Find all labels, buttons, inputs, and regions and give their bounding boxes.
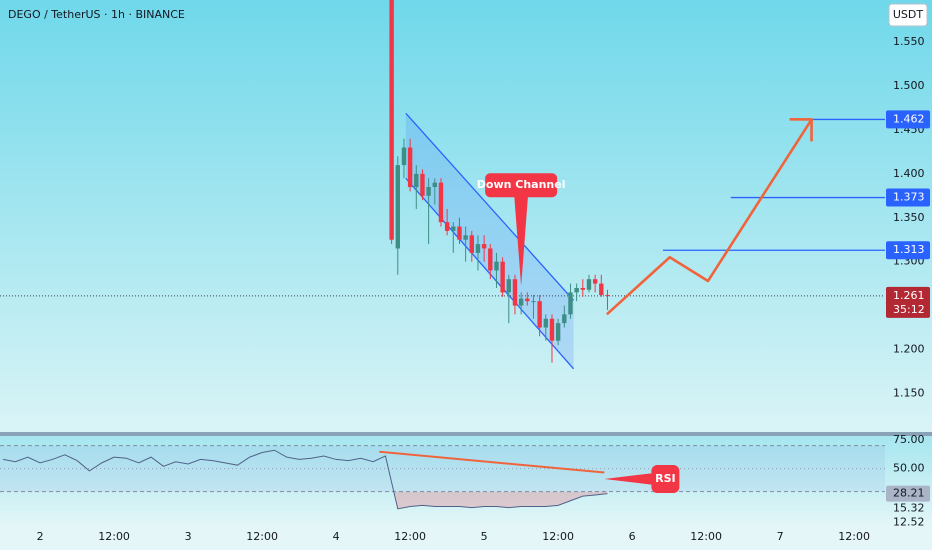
y-tick-label: 1.150: [893, 386, 925, 399]
candle-body: [599, 283, 604, 296]
rsi-value-box: [886, 485, 930, 502]
rsi-divergence: [379, 450, 605, 474]
callout-pointer: [604, 472, 655, 485]
rsi-extra-label: 12.52: [893, 515, 925, 528]
time-axis: [0, 525, 932, 550]
candle-body: [562, 314, 567, 324]
y-tick-label: 1.550: [893, 35, 925, 48]
channel-upper: [405, 112, 575, 301]
x-tick-label: 12:00: [98, 530, 130, 543]
last-price-box: [886, 286, 930, 318]
rsi-value-label: 28.21: [893, 487, 925, 500]
projection-path: [605, 118, 813, 316]
x-tick-label: 12:00: [690, 530, 722, 543]
x-tick-label: 5: [481, 530, 488, 543]
candle-body: [525, 298, 530, 302]
x-tick-label: 12:00: [838, 530, 870, 543]
rsi-line: [2, 449, 608, 510]
candle-body: [407, 147, 413, 188]
candle-body: [438, 182, 444, 223]
candle-body: [420, 173, 425, 196]
callout-pointer: [514, 194, 529, 287]
candle-body: [500, 261, 505, 293]
x-tick-label: 6: [629, 530, 636, 543]
candle-body: [506, 279, 511, 293]
projection-arrowhead: [789, 118, 813, 142]
callout-box: [485, 173, 558, 198]
y-tick-label: 1.400: [893, 167, 925, 180]
currency-box[interactable]: [888, 3, 928, 27]
level-label: 1.313: [893, 243, 925, 256]
candle-body: [494, 261, 499, 271]
y-tick-label: 1.500: [893, 79, 925, 92]
x-tick-label: 12:00: [246, 530, 278, 543]
pane-separator: [0, 432, 932, 436]
currency: USDT: [893, 8, 924, 21]
last-price-label: 1.261: [893, 289, 925, 302]
candle-body: [592, 279, 598, 284]
rsi-oversold-fill: [3, 491, 608, 509]
rsi-tick-label: 75.00: [893, 433, 925, 446]
level-label-box: [886, 188, 930, 207]
candle-body: [444, 222, 450, 231]
level-label: 1.373: [893, 191, 925, 204]
y-tick-label: 1.200: [893, 342, 925, 355]
candle-body: [605, 295, 610, 297]
callout-text: RSI: [655, 472, 676, 485]
candle-body: [555, 323, 561, 341]
candle-body: [451, 226, 456, 231]
rsi-plot: RSI: [0, 445, 885, 510]
y-tick-label: 1.350: [893, 211, 925, 224]
axes: 1.1501.2001.2501.3001.3501.4001.4501.500…: [37, 35, 930, 543]
candle-body: [549, 318, 555, 341]
countdown: 35:12: [893, 303, 925, 316]
candle-body: [426, 187, 431, 196]
candle-body: [568, 292, 573, 315]
rsi-pane: [0, 436, 932, 525]
x-tick-label: 4: [333, 530, 340, 543]
candle-body: [457, 226, 462, 240]
callout-text: Down Channel: [477, 178, 566, 191]
candle-body: [463, 235, 468, 240]
symbol-title: DEGO / TetherUS · 1h · BINANCE: [8, 8, 185, 21]
candle-body: [574, 288, 579, 293]
candle-body: [537, 301, 542, 328]
candle-body: [531, 301, 536, 303]
x-tick-label: 7: [777, 530, 784, 543]
price-pane: [0, 0, 932, 432]
candle-body: [395, 165, 400, 249]
candle-body: [401, 147, 407, 166]
candle-body: [488, 248, 493, 271]
candle-body: [580, 288, 586, 290]
candle-body: [518, 298, 524, 306]
x-tick-label: 12:00: [394, 530, 426, 543]
candle-body: [469, 235, 474, 253]
rsi-band-fill: [0, 445, 885, 492]
x-tick-label: 2: [37, 530, 44, 543]
channel-fill: [405, 113, 574, 369]
level-label-box: [886, 110, 930, 129]
candle-body: [512, 279, 518, 306]
rsi-tick-label: 50.00: [893, 462, 925, 475]
x-tick-label: 12:00: [542, 530, 574, 543]
candle-body: [481, 244, 487, 249]
rsi-extra-label: 15.32: [893, 501, 925, 514]
candle-body: [475, 244, 481, 253]
candle-body: [543, 318, 549, 328]
level-label: 1.462: [893, 112, 925, 125]
candle-body: [432, 182, 437, 188]
level-label-box: [886, 241, 930, 260]
price-plot: Down Channel: [0, 0, 885, 370]
candle-body: [389, 0, 394, 240]
candle-body: [586, 279, 592, 290]
x-tick-label: 3: [185, 530, 192, 543]
callout-box: [651, 464, 680, 493]
candle-body: [414, 173, 419, 188]
